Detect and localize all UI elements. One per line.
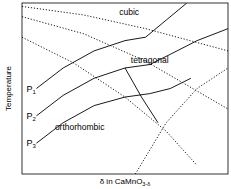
solid-line <box>36 3 186 89</box>
x-axis-label: δ in CaMnO3-δ <box>100 177 151 187</box>
plot-lines <box>22 3 228 174</box>
subscript: 1 <box>32 89 36 95</box>
subscript: 2 <box>32 116 36 122</box>
series-label: P1 <box>26 84 36 95</box>
solid-line <box>36 78 191 143</box>
solid-line <box>125 68 158 123</box>
region-label: orthorhombic <box>55 122 105 132</box>
series-label: P3 <box>26 138 36 149</box>
y-axis-label: Temperature <box>4 66 13 111</box>
subscript: 3-δ <box>142 181 150 187</box>
dotted-line <box>22 6 228 50</box>
region-label: cubic <box>119 7 140 17</box>
dotted-line <box>135 68 228 174</box>
series-label: P2 <box>26 111 36 122</box>
subscript: 3 <box>32 143 36 149</box>
solid-line <box>36 29 228 116</box>
chart: P1 P2 P3 cubic tetragonal orthorhombic Tempera… <box>0 0 231 189</box>
dotted-line <box>22 17 228 109</box>
frame <box>22 3 228 174</box>
dotted-line <box>22 37 197 165</box>
region-label: tetragonal <box>131 55 169 65</box>
